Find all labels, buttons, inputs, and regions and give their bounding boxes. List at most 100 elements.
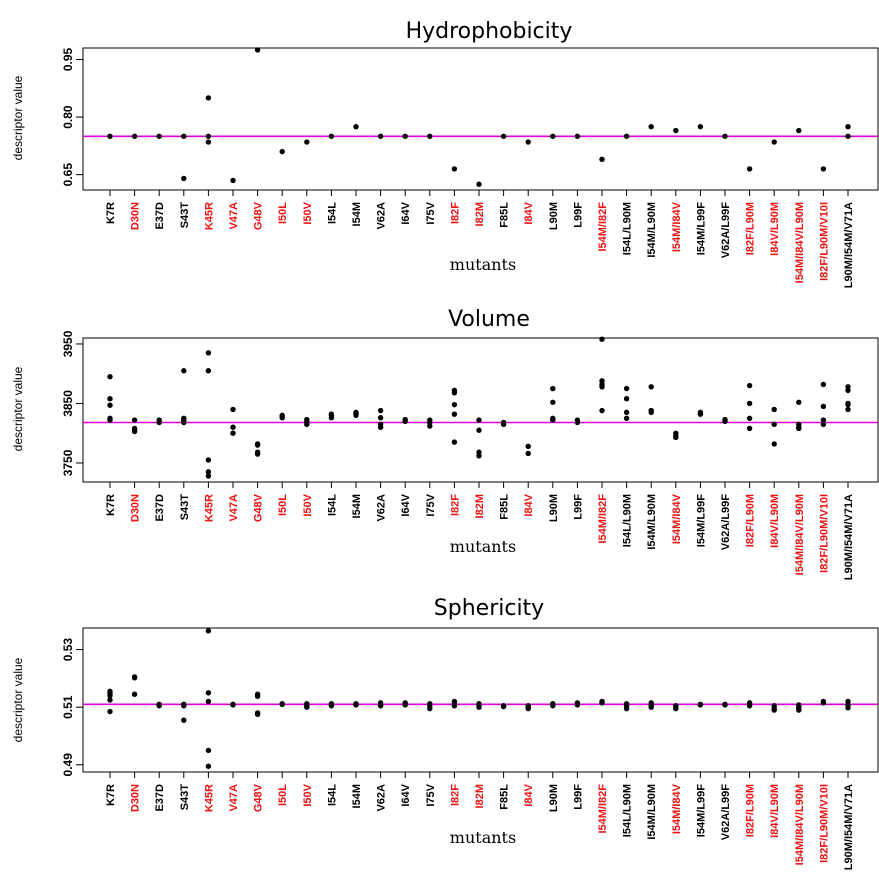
data-point <box>722 418 728 425</box>
plot-frame <box>82 337 879 483</box>
data-point <box>427 423 433 429</box>
panel-hydrophobicity: Hydrophobicity descriptor value mutants … <box>11 19 879 288</box>
plot-frame <box>82 47 879 191</box>
data-point <box>673 127 679 134</box>
data-point <box>771 441 777 447</box>
x-tick-label: I82F/L90M/V10I <box>818 494 830 573</box>
data-point <box>205 469 212 475</box>
x-tick-label: I82F/L90M/V10I <box>818 202 830 281</box>
data-point <box>254 47 261 53</box>
data-point <box>131 691 138 697</box>
data-point <box>476 704 482 710</box>
data-point <box>205 457 212 463</box>
data-point <box>230 424 236 430</box>
x-tick-label: E37D <box>154 784 166 812</box>
data-point <box>328 415 335 421</box>
x-tick-label: I50V <box>302 201 314 224</box>
data-point <box>377 407 384 414</box>
x-tick-label: L99F <box>572 494 584 520</box>
data-point <box>353 702 359 708</box>
x-tick-label: I84V <box>523 783 535 806</box>
chart-title: Sphericity <box>434 596 544 621</box>
data-point <box>746 166 753 172</box>
data-point <box>254 711 261 718</box>
x-tick-label: I84V/L90M <box>769 202 781 256</box>
data-point <box>304 139 310 145</box>
data-point <box>648 123 654 130</box>
data-point <box>451 166 458 172</box>
data-point <box>746 382 753 389</box>
y-axis-label: descriptor value <box>11 657 25 742</box>
data-point <box>796 707 802 713</box>
x-tick-label: V47A <box>228 202 240 230</box>
x-tick-label: L90M <box>548 494 560 522</box>
data-point <box>205 698 212 705</box>
x-tick-label: D30N <box>130 494 142 522</box>
data-point <box>648 384 654 390</box>
x-tick-label: I54L/L90M <box>622 494 634 547</box>
data-point <box>476 181 482 187</box>
x-tick-label: K45R <box>203 202 215 230</box>
data-point <box>845 123 851 130</box>
data-point <box>107 402 113 408</box>
data-point <box>205 350 212 356</box>
data-point <box>181 175 187 182</box>
data-point <box>377 133 384 139</box>
data-point <box>476 417 482 423</box>
data-point <box>771 406 777 413</box>
data-point <box>599 384 605 390</box>
data-point <box>402 133 408 139</box>
y-tick-label: 0.95 <box>61 48 75 72</box>
data-point <box>697 123 704 130</box>
x-tick-label: I54M/I84V/L90M <box>794 784 806 865</box>
data-point <box>820 403 827 410</box>
x-tick-label: F85L <box>499 784 511 810</box>
x-tick-label: S43T <box>179 494 191 521</box>
data-point <box>820 417 827 423</box>
data-point <box>205 763 212 769</box>
y-axis-label: descriptor value <box>11 366 25 451</box>
data-point <box>648 704 654 710</box>
data-point <box>673 434 679 441</box>
x-axis-label: mutants <box>450 537 516 556</box>
data-point <box>820 166 827 172</box>
data-point <box>131 417 138 423</box>
data-point <box>451 439 458 445</box>
x-tick-label: I82F/L90M <box>745 784 757 837</box>
data-point <box>796 425 802 432</box>
data-point <box>697 411 704 417</box>
x-tick-label: I82M <box>474 494 486 518</box>
data-point <box>377 415 384 421</box>
y-tick-label: 0.65 <box>61 163 75 187</box>
data-point <box>205 747 212 754</box>
data-point <box>107 373 113 380</box>
x-tick-label: I75V <box>425 493 437 516</box>
x-tick-label: I54M/L90M <box>646 202 658 258</box>
x-tick-label: I54M/I84V <box>671 783 683 834</box>
data-point <box>746 400 753 407</box>
data-point <box>648 409 654 416</box>
y-axis-label: descriptor value <box>11 75 25 160</box>
data-point <box>722 702 728 708</box>
data-point <box>500 133 507 139</box>
data-point <box>550 133 556 139</box>
data-point <box>599 156 605 162</box>
data-point <box>254 451 261 457</box>
data-point <box>623 395 630 402</box>
x-tick-label: I82M <box>474 784 486 808</box>
x-tick-label: I84V <box>523 201 535 224</box>
x-tick-label: D30N <box>130 784 142 812</box>
x-tick-label: V62A <box>376 494 388 522</box>
data-point <box>476 427 482 433</box>
data-point <box>377 424 384 430</box>
x-tick-label: K7R <box>105 494 117 516</box>
x-tick-label: L90M/I54M/V71A <box>843 784 855 870</box>
x-tick-label: L99F <box>572 784 584 810</box>
data-point <box>599 407 605 414</box>
data-point <box>205 139 212 145</box>
x-tick-label: I84V/L90M <box>769 784 781 838</box>
data-point <box>156 133 162 139</box>
data-point <box>820 700 827 706</box>
x-tick-label: I54M/L99F <box>695 494 707 547</box>
data-point <box>820 381 827 388</box>
